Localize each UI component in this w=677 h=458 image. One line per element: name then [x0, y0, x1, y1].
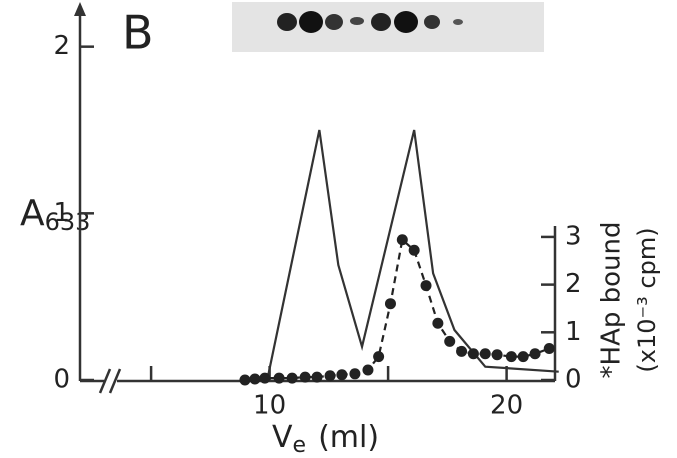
data-point [311, 371, 323, 383]
data-point [420, 280, 432, 292]
data-point [362, 364, 374, 376]
data-point [444, 335, 456, 347]
data-point [299, 371, 311, 383]
y2-tick-label: 1 [565, 317, 582, 347]
data-point [259, 372, 271, 384]
data-point [249, 373, 261, 385]
axis-break [98, 368, 112, 394]
panel-label: B [122, 6, 154, 60]
x-label-sub: e [293, 433, 307, 458]
y-axis-label: A633 [20, 193, 90, 236]
data-point [349, 368, 361, 380]
gel-image [232, 2, 544, 52]
x-tick-label: 20 [490, 391, 523, 421]
data-line [244, 237, 550, 382]
y-label-main: A [20, 193, 45, 234]
data-point [467, 348, 479, 360]
data-point [529, 348, 541, 360]
y-tick-label: 0 [53, 365, 70, 395]
data-point [432, 317, 444, 329]
data-point [543, 343, 555, 355]
data-point [239, 374, 251, 386]
y-tick-label: 2 [53, 31, 70, 61]
x-axis-label: Ve (ml) [272, 420, 379, 458]
y2-axis-unit: (x10⁻³ cpm) [633, 227, 661, 372]
y2-tick-label: 2 [565, 269, 582, 299]
data-point [408, 244, 420, 256]
data-point [479, 348, 491, 360]
data-point [396, 234, 408, 246]
data-point [286, 372, 298, 384]
data-point [491, 349, 503, 361]
data-point [456, 345, 468, 357]
data-point [273, 372, 285, 384]
data-point [517, 351, 529, 363]
x-label-unit: (ml) [318, 420, 379, 455]
x-label-main: V [272, 420, 293, 455]
data-point [373, 351, 385, 363]
y2-tick-label: 0 [565, 365, 582, 395]
x-tick-label: 10 [253, 391, 286, 421]
y2-tick-label: 3 [565, 221, 582, 251]
data-point [336, 369, 348, 381]
axes [74, 2, 557, 394]
y-tick-label: 1 [53, 198, 70, 228]
data-point [505, 351, 517, 363]
y-axis-arrow [74, 2, 86, 16]
data-point [324, 370, 336, 382]
data-point [384, 298, 396, 310]
axis-break [108, 368, 122, 394]
y2-axis-label: *HAp bound [597, 222, 627, 379]
